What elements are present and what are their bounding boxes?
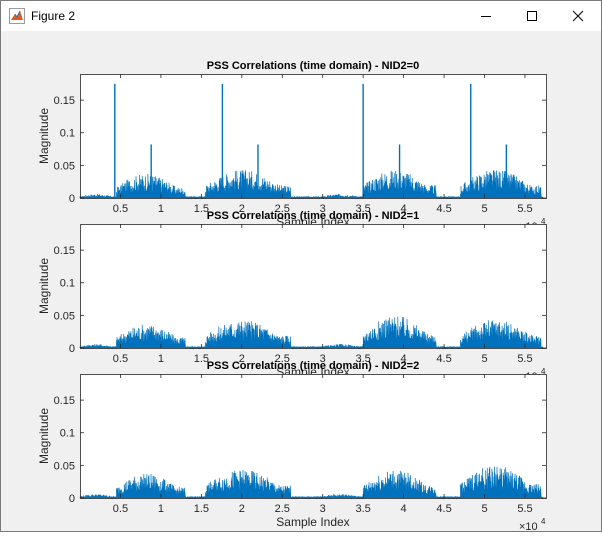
y-axis-label: Magnitude xyxy=(37,408,51,464)
close-button[interactable] xyxy=(555,1,601,31)
y-tick-label: 0 xyxy=(69,193,75,205)
x-tick-label: 2.5 xyxy=(275,353,290,365)
x-tick-label: 0.5 xyxy=(113,503,128,515)
x-tick-label: 3 xyxy=(320,203,326,215)
y-tick-label: 0.05 xyxy=(54,310,75,322)
y-tick-label: 0.15 xyxy=(54,95,75,107)
subplot-title: PSS Correlations (time domain) - NID2=2 xyxy=(207,360,419,372)
subplot-title: PSS Correlations (time domain) - NID2=1 xyxy=(207,210,419,222)
x-tick-label: 3.5 xyxy=(356,203,371,215)
minimize-button[interactable] xyxy=(463,1,509,31)
y-tick-label: 0.05 xyxy=(54,460,75,472)
matlab-figure-icon xyxy=(9,8,25,24)
x-tick-label: 4.5 xyxy=(436,503,451,515)
subplot-title: PSS Correlations (time domain) - NID2=0 xyxy=(207,60,419,72)
x-tick-label: 4 xyxy=(401,203,407,215)
axes-area[interactable] xyxy=(80,74,546,198)
y-tick-label: 0.1 xyxy=(60,128,75,140)
y-tick-label: 0 xyxy=(69,493,75,505)
axes-box xyxy=(80,374,547,499)
figure-canvas: 0.5 1 1.5 2 2.5 3 3.5 4 4.5 5 5.5 0 0.05 0.1 0.15 PSS C… xyxy=(1,31,601,533)
y-tick-label: 0.1 xyxy=(60,278,75,290)
y-tick-label: 0.15 xyxy=(54,395,75,407)
subplot-1: 0.5 1 1.5 2 2.5 3 3.5 4 4.5 5 5.5 0 0.05 0.1 0.15 PSS C… xyxy=(37,60,547,233)
y-tick-label: 0.05 xyxy=(54,160,75,172)
x-tick-label: 3 xyxy=(320,353,326,365)
window-title: Figure 2 xyxy=(31,9,76,23)
axes-box xyxy=(80,224,547,349)
x-tick-label: 2 xyxy=(239,353,245,365)
x-tick-label: 2.5 xyxy=(275,203,290,215)
subplot-2: 0.5 1 1.5 2 2.5 3 3.5 4 4.5 5 5.5 0 0.05 0.1 0.15 PSS C… xyxy=(37,210,547,383)
y-tick-label: 0.1 xyxy=(60,428,75,440)
close-icon xyxy=(572,10,584,22)
x-axis-exponent-power: 4 xyxy=(541,217,546,226)
x-tick-label: 5.5 xyxy=(517,503,532,515)
maximize-icon xyxy=(527,11,537,21)
y-tick-label: 0 xyxy=(69,343,75,355)
y-tick-label: 0.15 xyxy=(54,245,75,257)
x-tick-label: 1.5 xyxy=(194,353,209,365)
x-tick-label: 4 xyxy=(401,503,407,515)
x-tick-label: 0.5 xyxy=(113,203,128,215)
x-axis-exponent-power: 4 xyxy=(541,367,546,376)
x-tick-label: 1.5 xyxy=(194,503,209,515)
x-tick-label: 5 xyxy=(481,203,487,215)
x-axis-label: Sample Index xyxy=(276,515,349,529)
x-tick-label: 3.5 xyxy=(356,353,371,365)
x-tick-label: 5.5 xyxy=(517,203,532,215)
x-tick-label: 0.5 xyxy=(113,353,128,365)
x-tick-label: 5 xyxy=(481,353,487,365)
x-tick-label: 2.5 xyxy=(275,503,290,515)
x-tick-label: 4 xyxy=(401,353,407,365)
x-tick-label: 2 xyxy=(239,203,245,215)
y-axis-label: Magnitude xyxy=(37,108,51,164)
minimize-icon xyxy=(481,16,491,17)
title-bar[interactable]: Figure 2 xyxy=(1,1,601,31)
subplot-3: 0.5 1 1.5 2 2.5 3 3.5 4 4.5 5 5.5 0 0.05 0.1 0.15 PSS C… xyxy=(37,360,547,533)
x-tick-label: 1 xyxy=(158,353,164,365)
y-axis-label: Magnitude xyxy=(37,258,51,314)
x-tick-label: 1 xyxy=(158,203,164,215)
axes-area[interactable] xyxy=(80,224,546,348)
x-tick-label: 5.5 xyxy=(517,353,532,365)
x-tick-label: 1.5 xyxy=(194,203,209,215)
x-tick-label: 4.5 xyxy=(436,203,451,215)
x-tick-label: 2 xyxy=(239,503,245,515)
axes-area[interactable] xyxy=(80,374,546,498)
x-axis-exponent-power: 4 xyxy=(541,517,546,526)
x-tick-label: 3.5 xyxy=(356,503,371,515)
x-tick-label: 3 xyxy=(320,503,326,515)
maximize-button[interactable] xyxy=(509,1,555,31)
x-tick-label: 5 xyxy=(481,503,487,515)
axes-box xyxy=(80,74,547,199)
x-axis-exponent: ×10 xyxy=(519,521,538,531)
x-tick-label: 1 xyxy=(158,503,164,515)
x-tick-label: 4.5 xyxy=(436,353,451,365)
